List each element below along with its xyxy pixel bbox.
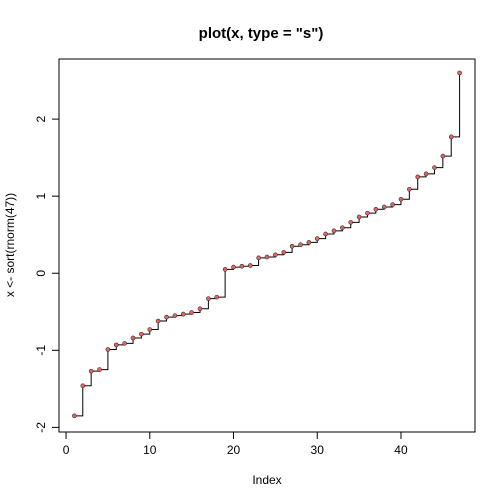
- data-point: [214, 294, 220, 300]
- data-point: [180, 311, 186, 317]
- data-point: [356, 214, 362, 220]
- data-point: [172, 313, 178, 318]
- data-point: [122, 341, 127, 346]
- data-point: [139, 331, 144, 337]
- x-tick-label: 0: [63, 443, 70, 457]
- x-tick-label: 30: [311, 443, 325, 457]
- data-point: [407, 186, 412, 192]
- data-point: [189, 310, 194, 315]
- y-tick-label: 2: [34, 115, 48, 122]
- data-point: [231, 264, 236, 270]
- data-point: [440, 153, 446, 159]
- data-point: [206, 296, 211, 301]
- data-point: [197, 306, 203, 311]
- data-point: [390, 202, 395, 207]
- data-point: [289, 243, 295, 249]
- data-point: [113, 342, 119, 348]
- data-point: [415, 174, 421, 180]
- data-point: [423, 171, 429, 177]
- x-tick-label: 10: [143, 443, 157, 457]
- data-point: [130, 335, 136, 341]
- data-point: [331, 228, 337, 234]
- chart-title: plot(x, type = "s"): [199, 25, 324, 42]
- data-point: [105, 347, 111, 352]
- step-line: [74, 72, 461, 417]
- series-layer: [72, 70, 462, 419]
- data-point: [264, 254, 270, 260]
- data-point: [155, 318, 161, 324]
- y-tick-label: 0: [34, 270, 48, 277]
- x-axis: 0 10 20 30 40: [63, 431, 408, 457]
- y-tick-label: -2: [34, 422, 48, 433]
- data-point: [164, 314, 169, 320]
- x-tick-label: 40: [394, 443, 408, 457]
- data-point: [247, 263, 253, 268]
- y-axis-label: x <- sort(rnorm(47)): [3, 193, 17, 297]
- data-point: [398, 196, 404, 202]
- data-point: [340, 225, 345, 231]
- x-tick-label: 20: [227, 443, 241, 457]
- data-point: [273, 252, 278, 258]
- y-tick-label: -1: [34, 345, 48, 356]
- data-point: [373, 206, 379, 212]
- data-point: [298, 242, 303, 248]
- data-point: [97, 367, 102, 372]
- data-point: [314, 236, 320, 241]
- x-axis-label: Index: [252, 473, 281, 487]
- data-point: [306, 240, 312, 245]
- data-point: [222, 267, 228, 272]
- data-point: [457, 70, 462, 76]
- data-point: [323, 231, 328, 237]
- data-point: [88, 368, 94, 374]
- data-point: [365, 210, 370, 216]
- data-point: [448, 134, 454, 140]
- data-point: [381, 204, 387, 210]
- data-point: [72, 413, 77, 419]
- data-point: [147, 327, 153, 332]
- data-point: [281, 250, 287, 255]
- y-tick-label: 1: [34, 193, 48, 200]
- plot-frame: [58, 58, 476, 433]
- data-point: [80, 383, 86, 389]
- data-point: [239, 264, 245, 269]
- data-point: [348, 220, 354, 225]
- data-point: [256, 255, 261, 261]
- y-axis: -2 -1 0 1 2: [34, 115, 60, 433]
- data-point: [432, 165, 437, 170]
